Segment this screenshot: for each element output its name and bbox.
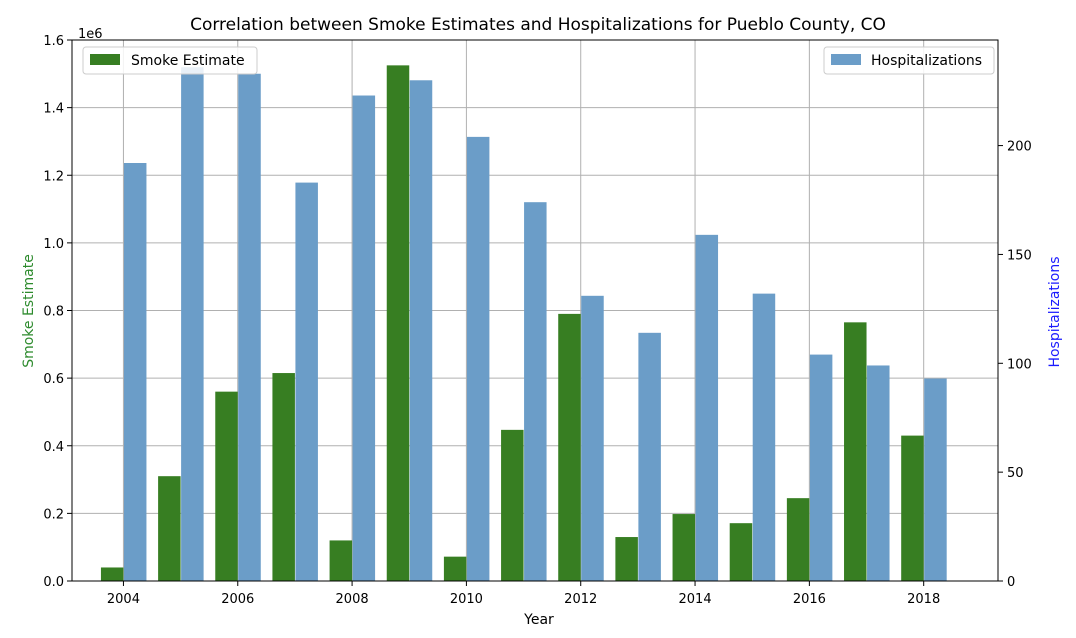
hospitalizations-bars: [123, 67, 947, 582]
left-y-axis-label: Smoke Estimate: [21, 254, 37, 368]
right-y-tick-label: 0: [1007, 575, 1015, 590]
smoke-estimate-bar: [386, 65, 410, 581]
legend-label-hospitalizations: Hospitalizations: [871, 53, 982, 69]
hospitalizations-bar: [295, 182, 318, 581]
x-axis-label: Year: [523, 612, 554, 628]
smoke-estimate-bar: [158, 476, 181, 581]
left-y-axis: 0.0 0.2 0.4 0.6 0.8 1.0 1.2 1.4 1.6: [43, 34, 72, 590]
legend-box: [823, 46, 995, 75]
left-y-tick-label: 1.4: [43, 102, 64, 117]
legend-hospitalizations: Hospitalizations: [823, 46, 995, 75]
hospitalizations-bar: [352, 95, 376, 582]
x-tick-label: 2004: [107, 592, 140, 607]
chart-title: Correlation between Smoke Estimates and …: [190, 15, 886, 35]
legend-smoke-estimate: Smoke Estimate: [82, 46, 258, 75]
smoke-estimate-bar: [443, 556, 467, 581]
smoke-estimate-bar: [215, 391, 238, 581]
smoke-estimate-bar: [672, 514, 696, 581]
hospitalizations-bar: [695, 234, 719, 581]
smoke-estimate-bar: [844, 322, 867, 581]
left-y-tick-label: 0.0: [43, 575, 64, 590]
left-y-tick-label: 0.4: [43, 440, 64, 455]
x-tick-label: 2012: [564, 592, 597, 607]
x-tick-label: 2014: [679, 592, 712, 607]
right-y-axis-label: Hospitalizations: [1047, 256, 1063, 367]
x-tick-label: 2018: [907, 592, 940, 607]
left-y-tick-label: 1.0: [43, 237, 64, 252]
legend-box: [82, 46, 258, 75]
smoke-estimate-bar: [272, 373, 295, 581]
smoke-estimate-bar: [786, 498, 810, 581]
smoke-estimate-bar: [901, 435, 924, 581]
smoke-estimate-bar: [615, 537, 638, 581]
hospitalizations-bar: [638, 332, 661, 581]
hospitalizations-bar: [752, 293, 776, 581]
x-tick-label: 2016: [793, 592, 826, 607]
legend-label-smoke-estimate: Smoke Estimate: [131, 53, 245, 69]
x-tick-label: 2008: [336, 592, 369, 607]
smoke-estimate-bar: [729, 523, 753, 581]
hospitalizations-bar: [524, 202, 547, 581]
hospitalizations-bar: [466, 136, 490, 581]
x-axis: 2004 2006 2008 2010 2012 2014 2016 2018: [107, 581, 940, 607]
hospitalizations-bar: [924, 378, 947, 581]
left-y-tick-label: 1.6: [43, 34, 64, 49]
x-tick-label: 2010: [450, 592, 483, 607]
left-y-tick-label: 0.2: [43, 507, 64, 522]
hospitalizations-bar: [409, 80, 433, 581]
hospitalizations-bar: [809, 354, 833, 581]
hospitalizations-bar: [581, 295, 604, 581]
smoke-estimate-bar: [558, 313, 581, 581]
right-y-tick-label: 150: [1007, 248, 1032, 263]
smoke-estimate-bar: [100, 567, 124, 581]
right-y-tick-label: 200: [1007, 140, 1032, 155]
smoke-estimate-bars: [100, 65, 924, 581]
right-y-tick-label: 100: [1007, 357, 1032, 372]
hospitalizations-bar: [867, 365, 890, 581]
x-tick-label: 2006: [221, 592, 254, 607]
hospitalizations-bar: [181, 67, 204, 582]
left-axis-offset-text: 1e6: [78, 27, 103, 42]
left-y-tick-label: 0.8: [43, 305, 64, 320]
hospitalizations-bar: [123, 163, 147, 581]
left-y-tick-label: 0.6: [43, 372, 64, 387]
right-y-axis: 0 50 100 150 200: [998, 140, 1032, 590]
left-y-tick-label: 1.2: [43, 169, 64, 184]
smoke-estimate-bar: [329, 540, 353, 581]
smoke-estimate-bar: [501, 429, 524, 581]
right-y-tick-label: 50: [1007, 466, 1024, 481]
hospitalizations-bar: [238, 73, 261, 581]
legend-swatch-hospitalizations: [831, 54, 861, 65]
legend-swatch-smoke-estimate: [90, 54, 120, 65]
